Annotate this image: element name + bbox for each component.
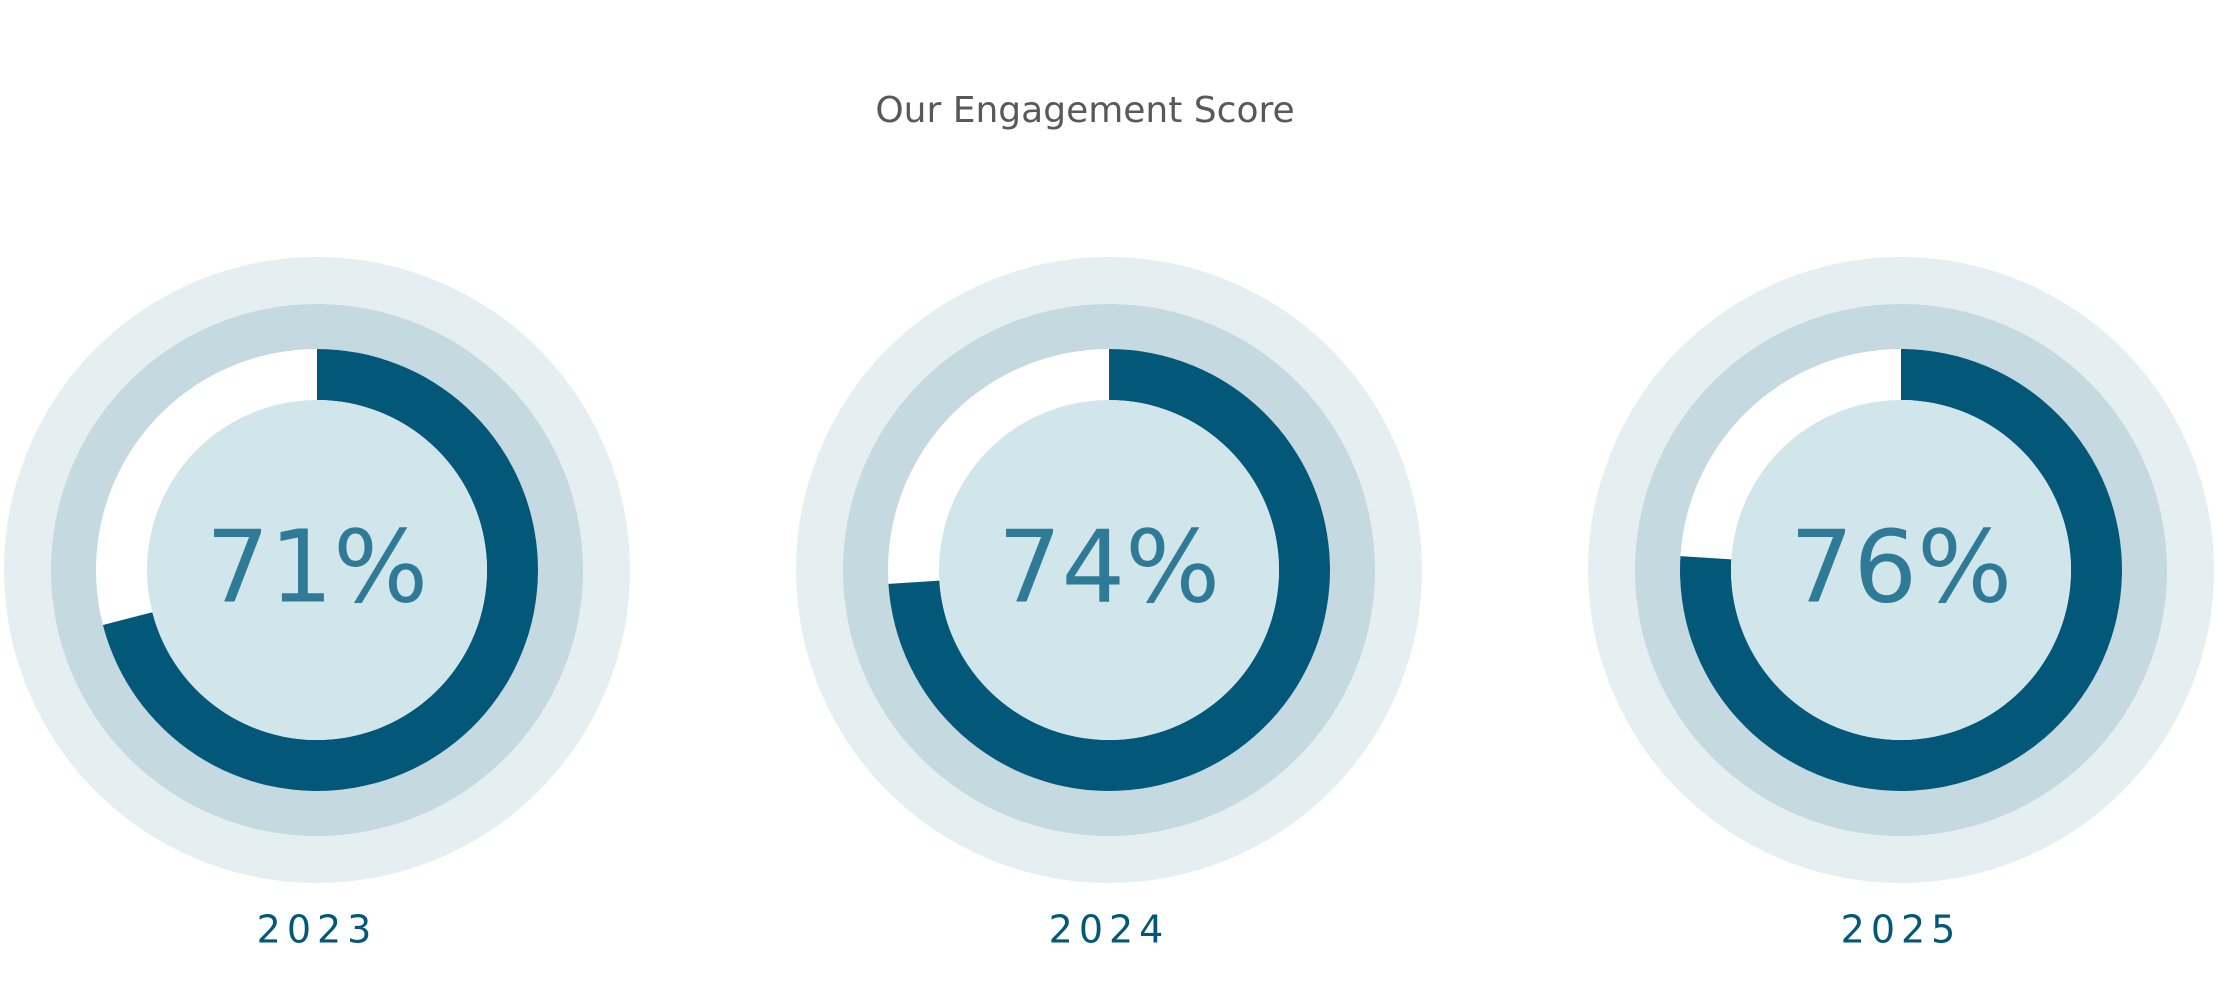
value-label: 76% <box>1790 508 2012 625</box>
value-label: 74% <box>998 508 1220 625</box>
category-label: 2024 <box>1049 908 1170 952</box>
category-label: 2023 <box>257 908 378 952</box>
inner-disc <box>147 400 487 740</box>
inner-disc <box>939 400 1279 740</box>
category-label: 2025 <box>1841 908 1962 952</box>
inner-disc <box>1731 400 2071 740</box>
chart-title: Our Engagement Score <box>875 90 1294 131</box>
value-label: 71% <box>206 508 428 625</box>
